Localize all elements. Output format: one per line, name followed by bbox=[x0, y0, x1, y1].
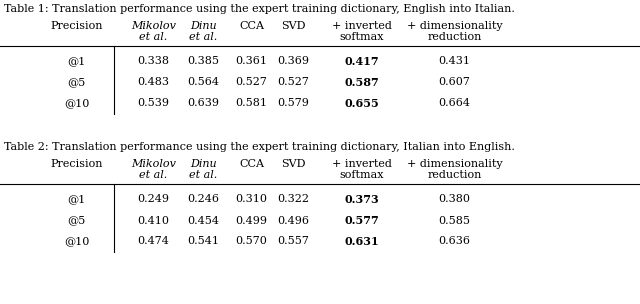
Text: @10: @10 bbox=[64, 237, 90, 247]
Text: softmax: softmax bbox=[339, 32, 384, 42]
Text: 0.585: 0.585 bbox=[438, 216, 470, 226]
Text: CCA: CCA bbox=[239, 21, 264, 31]
Text: 0.587: 0.587 bbox=[344, 77, 379, 88]
Text: 0.338: 0.338 bbox=[138, 57, 170, 67]
Text: reduction: reduction bbox=[428, 170, 481, 180]
Text: 0.369: 0.369 bbox=[277, 57, 309, 67]
Text: + inverted: + inverted bbox=[332, 159, 392, 169]
Text: Table 1: Translation performance using the expert training dictionary, English i: Table 1: Translation performance using t… bbox=[4, 4, 515, 14]
Text: 0.496: 0.496 bbox=[277, 216, 309, 226]
Text: 0.499: 0.499 bbox=[236, 216, 268, 226]
Text: Precision: Precision bbox=[51, 21, 103, 31]
Text: et al.: et al. bbox=[189, 32, 218, 42]
Text: 0.636: 0.636 bbox=[438, 237, 470, 247]
Text: et al.: et al. bbox=[140, 170, 168, 180]
Text: 0.483: 0.483 bbox=[138, 78, 170, 88]
Text: + inverted: + inverted bbox=[332, 21, 392, 31]
Text: Dinu: Dinu bbox=[190, 159, 217, 169]
Text: @10: @10 bbox=[64, 98, 90, 109]
Text: 0.639: 0.639 bbox=[188, 98, 220, 109]
Text: Table 2: Translation performance using the expert training dictionary, Italian i: Table 2: Translation performance using t… bbox=[4, 142, 515, 152]
Text: 0.474: 0.474 bbox=[138, 237, 170, 247]
Text: 0.539: 0.539 bbox=[138, 98, 170, 109]
Text: et al.: et al. bbox=[189, 170, 218, 180]
Text: @1: @1 bbox=[68, 195, 86, 205]
Text: 0.570: 0.570 bbox=[236, 237, 268, 247]
Text: 0.380: 0.380 bbox=[438, 195, 470, 205]
Text: 0.322: 0.322 bbox=[277, 195, 309, 205]
Text: 0.246: 0.246 bbox=[188, 195, 220, 205]
Text: Mikolov: Mikolov bbox=[131, 159, 176, 169]
Text: 0.664: 0.664 bbox=[438, 98, 470, 109]
Text: 0.579: 0.579 bbox=[277, 98, 309, 109]
Text: 0.557: 0.557 bbox=[277, 237, 309, 247]
Text: 0.410: 0.410 bbox=[138, 216, 170, 226]
Text: 0.361: 0.361 bbox=[236, 57, 268, 67]
Text: 0.431: 0.431 bbox=[438, 57, 470, 67]
Text: + dimensionality: + dimensionality bbox=[406, 159, 502, 169]
Text: 0.527: 0.527 bbox=[277, 78, 309, 88]
Text: 0.385: 0.385 bbox=[188, 57, 220, 67]
Text: @5: @5 bbox=[68, 78, 86, 88]
Text: + dimensionality: + dimensionality bbox=[406, 21, 502, 31]
Text: Dinu: Dinu bbox=[190, 21, 217, 31]
Text: softmax: softmax bbox=[339, 170, 384, 180]
Text: 0.541: 0.541 bbox=[188, 237, 220, 247]
Text: 0.564: 0.564 bbox=[188, 78, 220, 88]
Text: SVD: SVD bbox=[281, 159, 305, 169]
Text: Precision: Precision bbox=[51, 159, 103, 169]
Text: 0.607: 0.607 bbox=[438, 78, 470, 88]
Text: SVD: SVD bbox=[281, 21, 305, 31]
Text: 0.577: 0.577 bbox=[344, 215, 379, 226]
Text: 0.581: 0.581 bbox=[236, 98, 268, 109]
Text: 0.310: 0.310 bbox=[236, 195, 268, 205]
Text: Mikolov: Mikolov bbox=[131, 21, 176, 31]
Text: 0.249: 0.249 bbox=[138, 195, 170, 205]
Text: 0.527: 0.527 bbox=[236, 78, 268, 88]
Text: 0.655: 0.655 bbox=[344, 98, 379, 109]
Text: et al.: et al. bbox=[140, 32, 168, 42]
Text: reduction: reduction bbox=[428, 32, 481, 42]
Text: CCA: CCA bbox=[239, 159, 264, 169]
Text: @1: @1 bbox=[68, 57, 86, 67]
Text: @5: @5 bbox=[68, 216, 86, 226]
Text: 0.631: 0.631 bbox=[344, 236, 379, 247]
Text: 0.373: 0.373 bbox=[344, 194, 379, 205]
Text: 0.454: 0.454 bbox=[188, 216, 220, 226]
Text: 0.417: 0.417 bbox=[344, 56, 379, 67]
